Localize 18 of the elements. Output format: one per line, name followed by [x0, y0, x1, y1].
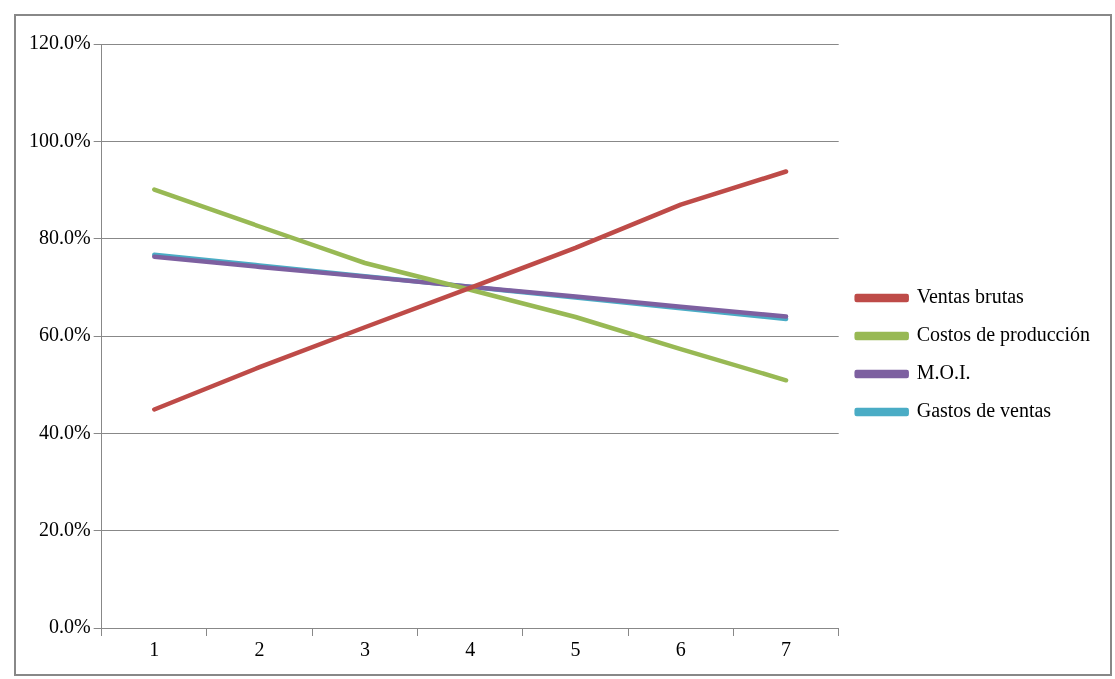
x-tick-label: 5: [570, 638, 581, 661]
x-tick-label: 4: [465, 638, 476, 661]
y-tick-label: 120.0%: [28, 31, 91, 54]
y-tick-label: 60.0%: [38, 323, 91, 346]
y-tick-label: 40.0%: [38, 420, 91, 443]
y-tick-label: 100.0%: [28, 128, 91, 151]
x-tick-label: 6: [675, 638, 686, 661]
y-tick-label: 80.0%: [38, 225, 91, 248]
legend-label: M.O.I.: [916, 361, 971, 384]
x-tick-label: 1: [149, 638, 160, 661]
legend-label: Ventas brutas: [916, 285, 1025, 308]
x-tick-label: 7: [781, 638, 792, 661]
y-tick-label: 20.0%: [38, 517, 91, 540]
x-tick-label: 3: [359, 638, 370, 661]
x-tick-label: 2: [254, 638, 265, 661]
legend-label: Costos de producción: [916, 323, 1090, 347]
legend-label: Gastos de ventas: [916, 399, 1052, 422]
y-tick-label: 0.0%: [48, 615, 91, 638]
